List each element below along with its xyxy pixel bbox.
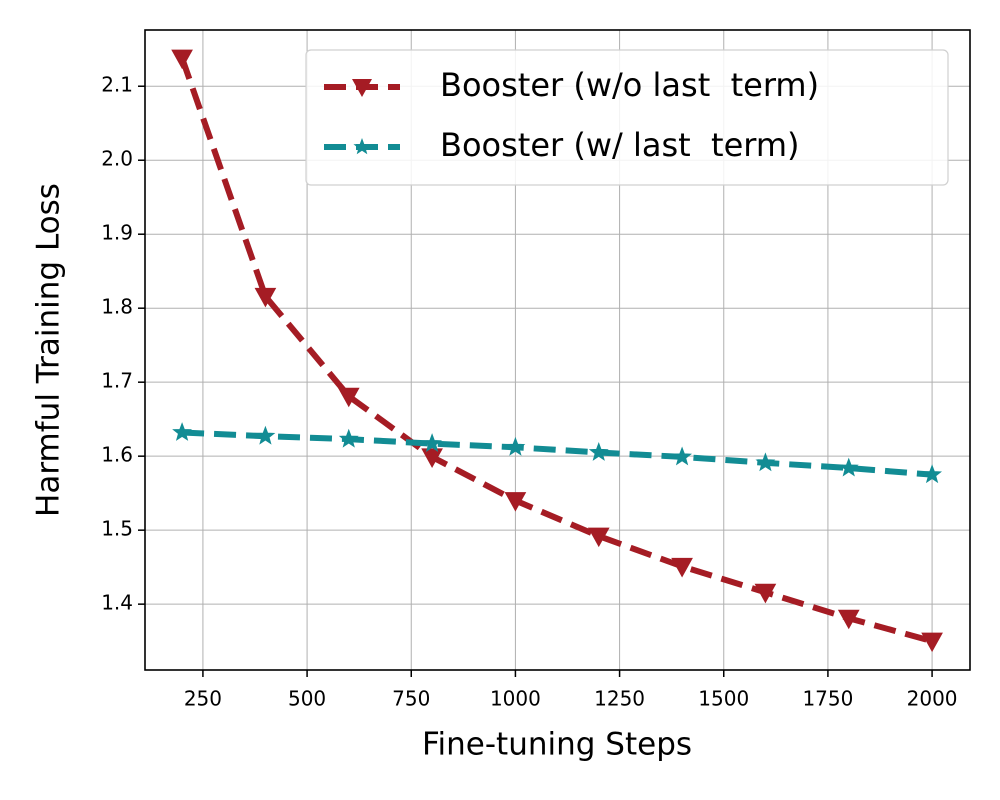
x-tick-label: 2000 [907, 687, 958, 711]
legend-marker [353, 138, 371, 155]
y-tick-label: 1.5 [101, 517, 133, 541]
data-point [171, 49, 193, 70]
plot-frame [144, 29, 971, 671]
data-point [588, 442, 609, 461]
data-point [421, 448, 443, 468]
data-point [254, 287, 277, 308]
x-axis-label: Fine-tuning Steps [422, 727, 692, 763]
series-line [181, 429, 933, 478]
data-point [172, 422, 193, 441]
legend-box [305, 49, 949, 186]
x-tick-label: 1250 [594, 687, 645, 711]
data-point [921, 632, 943, 653]
data-point [754, 583, 777, 604]
x-tick-label: 750 [392, 687, 430, 711]
data-point [255, 425, 276, 445]
y-tick-label: 1.8 [101, 295, 133, 319]
y-axis-label: Harmful Training Loss [31, 183, 67, 517]
y-tick-label: 1.9 [101, 221, 133, 245]
x-tick-label: 1000 [490, 687, 541, 711]
data-point [838, 457, 859, 477]
data-point [837, 609, 860, 630]
data-point [672, 446, 693, 466]
data-point [922, 464, 943, 484]
data-point [505, 436, 526, 456]
data-point [338, 428, 359, 448]
x-tick-label: 500 [288, 687, 326, 711]
legend-label: Booster (w/o last term) [440, 66, 819, 104]
legend-label: Booster (w/ last term) [440, 126, 800, 164]
data-point [671, 557, 693, 578]
y-tick-label: 1.4 [101, 591, 133, 615]
y-tick-label: 1.7 [101, 369, 133, 393]
y-tick-label: 1.6 [101, 443, 133, 467]
y-tick-label: 2.1 [101, 73, 133, 97]
y-tick-label: 2.0 [101, 147, 133, 171]
x-tick-label: 1500 [698, 687, 749, 711]
data-point [337, 387, 360, 408]
x-tick-label: 1750 [802, 687, 853, 711]
data-point [755, 452, 776, 472]
x-tick-label: 250 [184, 687, 222, 711]
data-point [422, 433, 443, 453]
data-point [587, 527, 610, 548]
legend-marker [352, 79, 372, 97]
series-line [179, 57, 933, 645]
data-point [504, 492, 527, 512]
